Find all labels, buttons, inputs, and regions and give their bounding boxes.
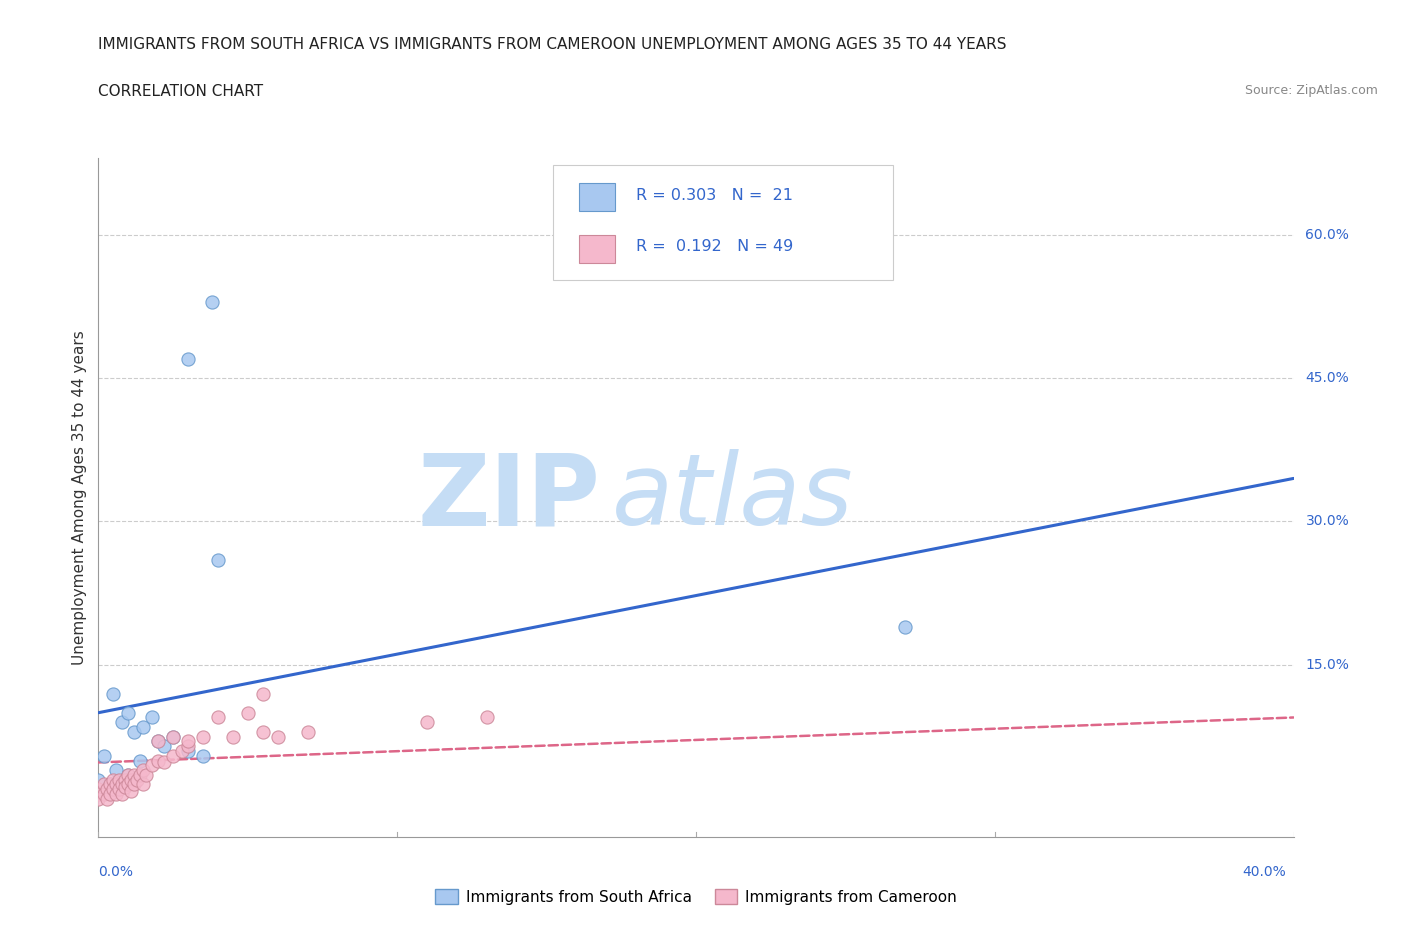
Point: [135, 767, 157, 782]
Point: [117, 767, 139, 782]
Point: [96, 791, 118, 806]
Point: [108, 782, 131, 797]
Point: [267, 729, 290, 744]
Point: [129, 753, 152, 768]
Point: [114, 780, 136, 795]
Point: [127, 772, 149, 787]
Point: [162, 729, 184, 744]
Y-axis label: Unemployment Among Ages 35 to 44 years: Unemployment Among Ages 35 to 44 years: [72, 330, 87, 665]
Point: [141, 710, 163, 724]
Point: [177, 734, 200, 749]
Point: [111, 787, 134, 802]
Text: CORRELATION CHART: CORRELATION CHART: [98, 84, 263, 99]
Point: [148, 753, 170, 768]
Point: [103, 782, 125, 797]
Point: [120, 772, 142, 787]
Point: [207, 552, 229, 567]
Point: [124, 777, 146, 791]
Point: [96, 782, 118, 797]
Text: R = 0.303   N =  21: R = 0.303 N = 21: [636, 188, 793, 203]
Point: [111, 777, 134, 791]
Point: [105, 777, 128, 791]
Point: [172, 743, 194, 758]
Point: [111, 715, 134, 730]
Point: [108, 772, 131, 787]
Point: [117, 767, 139, 782]
Point: [177, 738, 200, 753]
Point: [153, 738, 176, 753]
Point: [105, 763, 128, 777]
Point: [98, 787, 122, 802]
Point: [297, 724, 319, 739]
Text: 40.0%: 40.0%: [1243, 865, 1286, 879]
Point: [105, 787, 128, 802]
FancyBboxPatch shape: [579, 234, 614, 263]
Point: [148, 734, 170, 749]
Point: [191, 729, 214, 744]
Point: [103, 686, 125, 701]
Point: [141, 758, 163, 773]
Point: [177, 743, 200, 758]
Point: [177, 352, 200, 366]
Point: [93, 749, 115, 764]
Point: [87, 787, 110, 802]
Point: [93, 787, 115, 802]
Point: [201, 294, 224, 309]
Point: [222, 729, 245, 744]
Point: [117, 705, 139, 720]
Text: R =  0.192   N = 49: R = 0.192 N = 49: [636, 239, 793, 254]
Point: [120, 784, 142, 799]
Point: [191, 749, 214, 764]
Point: [132, 720, 155, 735]
Point: [475, 710, 498, 724]
Point: [148, 734, 170, 749]
Point: [114, 772, 136, 787]
Text: atlas: atlas: [612, 449, 853, 546]
Point: [117, 777, 139, 791]
Point: [153, 755, 176, 770]
Point: [124, 767, 146, 782]
Point: [416, 715, 439, 730]
Point: [98, 777, 122, 791]
Point: [207, 710, 229, 724]
Point: [132, 777, 155, 791]
FancyBboxPatch shape: [553, 165, 893, 280]
Point: [132, 763, 155, 777]
Point: [162, 749, 184, 764]
Text: 0.0%: 0.0%: [98, 865, 134, 879]
Text: 15.0%: 15.0%: [1306, 658, 1350, 671]
Text: 45.0%: 45.0%: [1306, 371, 1350, 385]
Point: [87, 782, 110, 797]
Text: IMMIGRANTS FROM SOUTH AFRICA VS IMMIGRANTS FROM CAMEROON UNEMPLOYMENT AMONG AGES: IMMIGRANTS FROM SOUTH AFRICA VS IMMIGRAN…: [98, 37, 1007, 52]
Point: [98, 777, 122, 791]
Point: [87, 772, 110, 787]
Text: 30.0%: 30.0%: [1306, 514, 1350, 528]
Point: [252, 686, 274, 701]
FancyBboxPatch shape: [579, 182, 614, 211]
Point: [252, 724, 274, 739]
Point: [236, 705, 259, 720]
Point: [124, 724, 146, 739]
Point: [129, 767, 152, 782]
Point: [93, 777, 115, 791]
Point: [894, 619, 917, 634]
Legend: Immigrants from South Africa, Immigrants from Cameroon: Immigrants from South Africa, Immigrants…: [429, 883, 963, 910]
Point: [87, 791, 110, 806]
Text: Source: ZipAtlas.com: Source: ZipAtlas.com: [1244, 84, 1378, 97]
Text: 60.0%: 60.0%: [1306, 228, 1350, 242]
Text: ZIP: ZIP: [418, 449, 600, 546]
Point: [103, 772, 125, 787]
Point: [162, 729, 184, 744]
